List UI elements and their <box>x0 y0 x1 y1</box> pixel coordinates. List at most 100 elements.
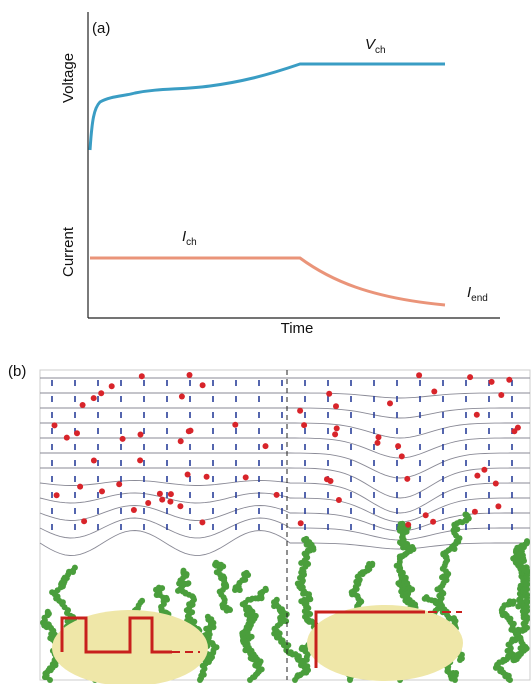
ion <box>473 411 480 418</box>
ion <box>405 521 412 528</box>
ion <box>474 472 481 479</box>
current-label: Ich <box>182 228 197 248</box>
symbol: V <box>365 36 377 53</box>
ion <box>108 383 115 390</box>
ion <box>177 438 184 445</box>
ion <box>242 474 249 481</box>
ion <box>326 390 333 397</box>
dendrite <box>423 594 430 601</box>
ion <box>159 496 166 503</box>
dendrite <box>71 564 78 571</box>
symbol: I <box>182 228 186 245</box>
field-line <box>40 467 530 499</box>
ion <box>492 480 499 487</box>
ion <box>333 425 340 432</box>
subscript: ch <box>186 237 197 248</box>
field-line <box>39 530 530 556</box>
dendrite <box>397 521 404 527</box>
ion <box>79 402 86 408</box>
ion <box>387 400 393 407</box>
ion <box>262 443 269 450</box>
subscript: ch <box>375 45 386 56</box>
dendrite <box>204 613 211 620</box>
field-line <box>39 505 530 532</box>
ion <box>51 422 58 429</box>
current-curve <box>90 256 446 307</box>
ion <box>471 508 478 515</box>
dendrite <box>213 559 220 566</box>
ion <box>273 491 280 498</box>
field-line <box>39 517 530 541</box>
dendrite <box>510 598 517 605</box>
end-current-label: Iend <box>467 284 488 304</box>
constant-waveform <box>314 610 425 668</box>
symbol: I <box>467 284 471 301</box>
ion <box>404 475 411 482</box>
ion <box>297 520 304 527</box>
ion <box>199 382 206 389</box>
voltage-curve <box>88 62 445 151</box>
ion <box>506 376 513 383</box>
ion <box>481 466 488 473</box>
ion <box>467 374 474 381</box>
ion <box>185 428 192 435</box>
ion <box>498 392 505 398</box>
ion <box>145 500 152 506</box>
panel-label: (b) <box>8 363 26 380</box>
ion <box>431 388 438 395</box>
dendrite <box>517 543 524 550</box>
ion <box>177 503 184 510</box>
pulse-waveform <box>60 616 172 654</box>
ion <box>332 431 339 438</box>
ion <box>199 519 206 526</box>
ion <box>514 424 521 431</box>
ion <box>98 390 105 397</box>
ion <box>301 422 308 429</box>
subscript: end <box>471 293 488 304</box>
field-line <box>40 422 530 439</box>
ion <box>63 434 70 441</box>
ion <box>186 372 193 378</box>
ion <box>184 471 191 478</box>
dendrite <box>241 571 248 578</box>
dendrite <box>303 535 310 542</box>
ion <box>137 431 144 438</box>
field-line <box>40 407 530 419</box>
ion <box>99 488 105 495</box>
ion <box>138 373 145 380</box>
dendrite <box>244 609 251 616</box>
dendrite <box>44 608 51 615</box>
ion <box>232 421 239 428</box>
ion <box>375 434 382 441</box>
dendrite <box>159 585 166 592</box>
ion <box>53 492 60 499</box>
dendrite <box>402 574 409 581</box>
panel-b: (b) <box>8 363 531 684</box>
ion <box>167 498 174 505</box>
ion <box>430 518 437 525</box>
ion <box>167 491 174 498</box>
dendrite <box>369 560 376 567</box>
ion <box>422 512 429 519</box>
dendrite <box>524 538 530 545</box>
x-label: Time <box>281 320 314 337</box>
ion <box>333 403 339 410</box>
ion <box>203 473 210 480</box>
ion <box>90 457 97 464</box>
ion <box>398 453 405 460</box>
ion <box>90 395 97 402</box>
dendrite <box>262 585 269 592</box>
ion <box>495 503 502 510</box>
ion <box>74 430 80 437</box>
ion <box>297 407 304 414</box>
dendrite <box>180 567 187 574</box>
ion <box>178 393 185 400</box>
panel-a: (a) Voltage Current Time Vch Ich Iend <box>60 12 500 337</box>
constant-inset <box>307 605 463 681</box>
ion <box>116 481 123 488</box>
ion <box>137 457 144 464</box>
ion <box>395 443 402 450</box>
voltage-label: Vch <box>365 36 386 56</box>
ion <box>77 483 84 490</box>
